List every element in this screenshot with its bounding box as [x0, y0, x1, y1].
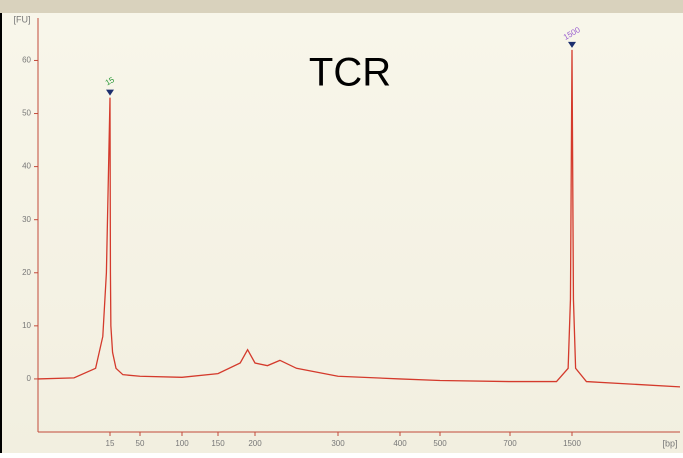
y-tick-label: 20 — [22, 268, 31, 277]
y-tick-label: 60 — [22, 56, 31, 65]
y-tick-label: 10 — [22, 321, 31, 330]
x-tick-label: 150 — [211, 439, 225, 448]
x-tick-label: 400 — [393, 439, 407, 448]
x-axis-label: [bp] — [662, 438, 677, 448]
plot-background — [0, 13, 683, 453]
x-tick-label: 1500 — [563, 439, 581, 448]
peak-marker — [568, 41, 576, 48]
x-tick-label: 300 — [331, 439, 345, 448]
x-tick-label: 100 — [175, 439, 189, 448]
x-tick-label: 15 — [106, 439, 115, 448]
top-strip — [0, 0, 683, 13]
y-tick-label: 30 — [22, 215, 31, 224]
y-axis-label: [FU] — [14, 14, 31, 24]
trace — [37, 49, 681, 388]
y-tick-label: 40 — [22, 162, 31, 171]
x-tick-label: 200 — [248, 439, 262, 448]
x-tick-label: 700 — [503, 439, 517, 448]
chart-title: TCR — [309, 51, 391, 95]
x-tick-label: 500 — [433, 439, 447, 448]
x-tick-label: 50 — [136, 439, 145, 448]
y-tick-label: 0 — [27, 374, 32, 383]
y-tick-label: 50 — [22, 109, 31, 118]
peak-marker — [106, 89, 114, 96]
